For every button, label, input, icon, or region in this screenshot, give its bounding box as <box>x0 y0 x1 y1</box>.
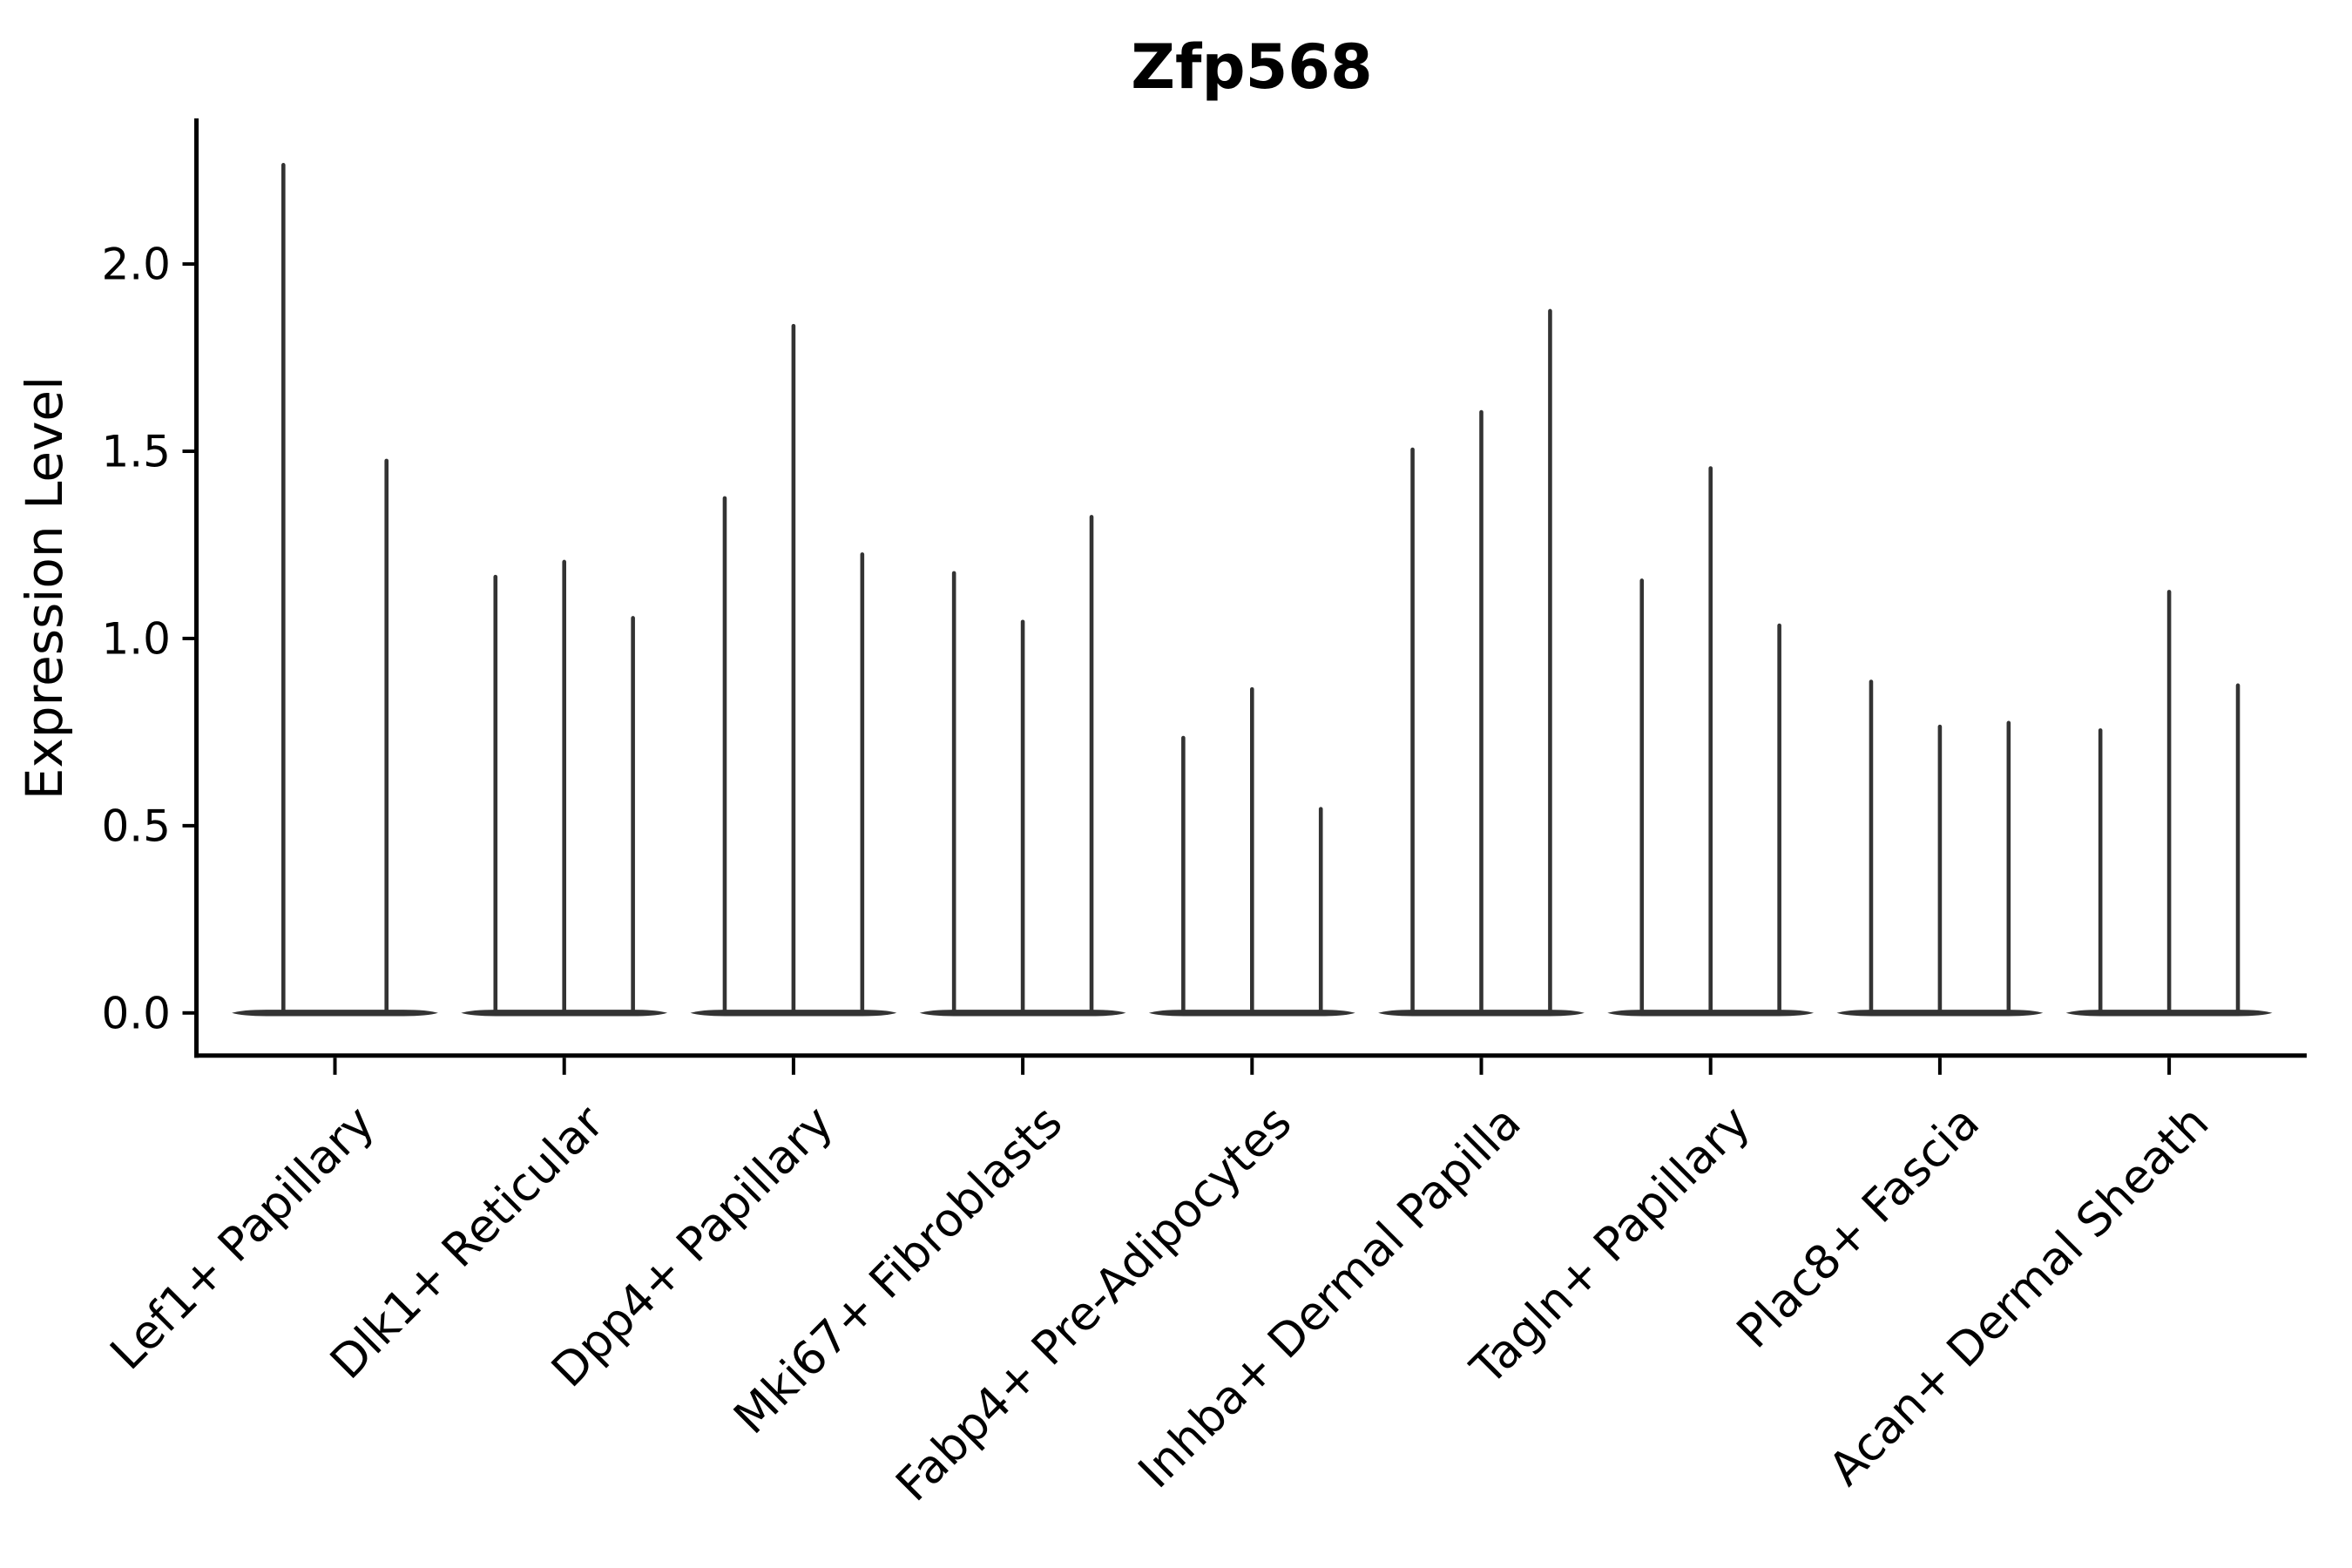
chart-title: Zfp568 <box>1131 31 1372 103</box>
y-tick-label: 0.5 <box>101 801 171 851</box>
x-category-label: Fabp4+ Pre-Adipocytes <box>886 1096 1301 1511</box>
y-tick-label: 1.5 <box>101 427 171 477</box>
x-category-label: Plac8+ Fascia <box>1727 1096 1990 1358</box>
x-category-label: Inhba+ Dermal Papilla <box>1129 1096 1531 1498</box>
y-tick-label: 1.0 <box>101 613 171 664</box>
y-axis-label: Expression Level <box>15 376 74 800</box>
x-category-label: Acan+ Dermal Sheath <box>1819 1096 2219 1496</box>
y-tick-label: 0.0 <box>101 988 171 1038</box>
y-tick-label: 2.0 <box>101 240 171 290</box>
violin-base <box>232 1010 438 1017</box>
